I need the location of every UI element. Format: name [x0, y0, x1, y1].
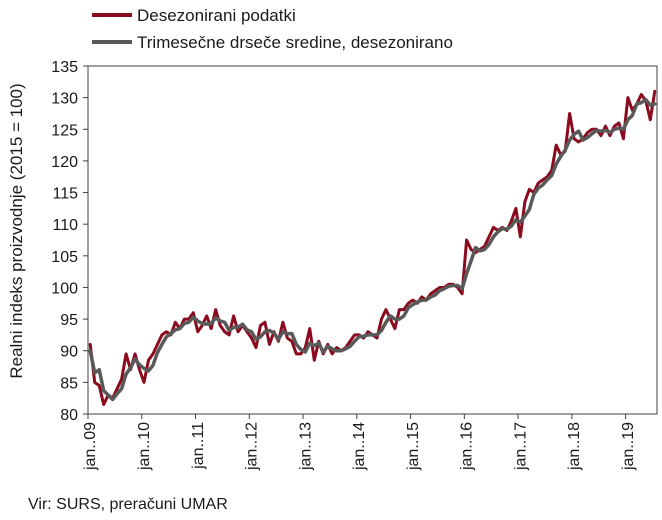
y-tick-label: 110 [52, 217, 78, 234]
x-tick-label: jan..13 [297, 422, 314, 471]
y-tick-label: 115 [52, 186, 78, 203]
y-tick-label: 125 [51, 122, 78, 139]
y-tick-label: 135 [51, 59, 78, 76]
x-tick-label: jan..17 [512, 422, 529, 471]
x-tick-label: jan..12 [244, 422, 261, 471]
x-tick-label: jan..14 [351, 422, 368, 471]
y-tick-label: 100 [51, 280, 78, 297]
x-tick-label: jan..11 [190, 422, 207, 470]
y-tick-label: 85 [60, 375, 78, 392]
x-tick-label: jan..09 [82, 422, 99, 471]
x-tick-label: jan..15 [405, 422, 422, 471]
series-line-2 [88, 97, 657, 402]
legend: Desezonirani podatki Trimesečne drseče s… [92, 6, 453, 52]
plot-area-frame [87, 65, 658, 415]
y-tick-label: 80 [60, 407, 78, 424]
y-axis-title: Realni indeks proizvodnje (2015 = 100) [7, 83, 26, 378]
series-layer [88, 89, 657, 407]
x-tick-label: jan..16 [459, 422, 476, 471]
legend-label-series-1: Desezonirani podatki [137, 6, 296, 25]
source-note: Vir: SURS, preračuni UMAR [28, 496, 228, 513]
y-tick-label: 130 [51, 91, 78, 108]
legend-label-series-2: Trimesečne drseče sredine, desezonirano [137, 33, 453, 52]
y-tick-label: 95 [60, 312, 78, 329]
y-tick-label: 90 [60, 344, 78, 361]
y-axis: 80 85 90 95 100 105 110 115 120 125 130 135 [51, 59, 88, 424]
y-tick-label: 105 [51, 249, 78, 266]
x-axis: jan..09 jan..10 jan..11 jan..12 jan..13 jan..… [82, 414, 637, 471]
x-tick-label: jan..19 [620, 422, 637, 471]
y-tick-label: 120 [51, 154, 78, 171]
x-tick-label: jan..10 [136, 422, 153, 471]
x-tick-label: jan..18 [566, 422, 583, 471]
